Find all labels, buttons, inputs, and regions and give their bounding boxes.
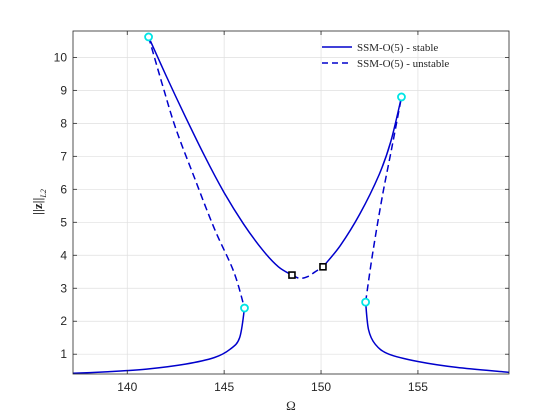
y-tick-label: 9 <box>60 83 67 97</box>
plot-area-frame <box>72 30 510 375</box>
y-tick-label: 3 <box>60 281 67 295</box>
fold-point-marker <box>144 32 153 42</box>
legend-label-unstable: SSM-O(5) - unstable <box>357 58 449 70</box>
stable-branch-line <box>147 36 293 276</box>
x-tick-label: 150 <box>311 380 331 394</box>
y-tick-label: 8 <box>60 116 67 130</box>
bifurcation-point-marker <box>319 263 327 271</box>
fold-point-marker <box>397 92 406 102</box>
legend-label-stable: SSM-O(5) - stable <box>357 42 438 54</box>
x-tick-label: 155 <box>408 380 428 394</box>
unstable-branch-line <box>364 96 403 303</box>
y-axis-label: ||z|| <box>30 198 45 215</box>
y-tick-label: 7 <box>60 149 67 163</box>
y-axis-label-group: ||z||L2 <box>30 189 48 215</box>
marker-layer <box>144 32 406 313</box>
stable-branch-line <box>322 96 403 268</box>
x-axis-label: Ω <box>286 398 296 413</box>
fold-point-marker <box>361 297 371 307</box>
y-tick-label: 6 <box>60 182 67 196</box>
x-axis-ticks: 140 145 150 155 <box>117 31 428 394</box>
grid-lines <box>73 31 509 374</box>
y-tick-label: 10 <box>54 50 68 64</box>
plot-area-background <box>73 31 509 374</box>
x-tick-label: 140 <box>117 380 137 394</box>
y-tick-label: 1 <box>60 347 67 361</box>
stable-branch-line <box>364 302 510 374</box>
y-axis-label-subscript: L2 <box>39 189 48 198</box>
y-tick-label: 2 <box>60 314 67 328</box>
y-tick-label: 4 <box>60 248 67 262</box>
y-axis-ticks: 1 2 3 4 5 6 7 8 9 10 <box>54 50 509 361</box>
x-tick-label: 145 <box>214 380 234 394</box>
unstable-branch-line <box>147 36 246 309</box>
stable-branch-line <box>72 307 246 375</box>
bifurcation-point-marker <box>288 271 296 279</box>
legend: SSM-O(5) - stable SSM-O(5) - unstable <box>322 42 449 70</box>
series-layer <box>72 36 510 375</box>
svg-text:||z||L2: ||z||L2 <box>30 189 48 215</box>
unstable-branch-line <box>291 266 324 280</box>
y-tick-label: 5 <box>60 215 67 229</box>
fold-point-marker <box>240 303 249 313</box>
